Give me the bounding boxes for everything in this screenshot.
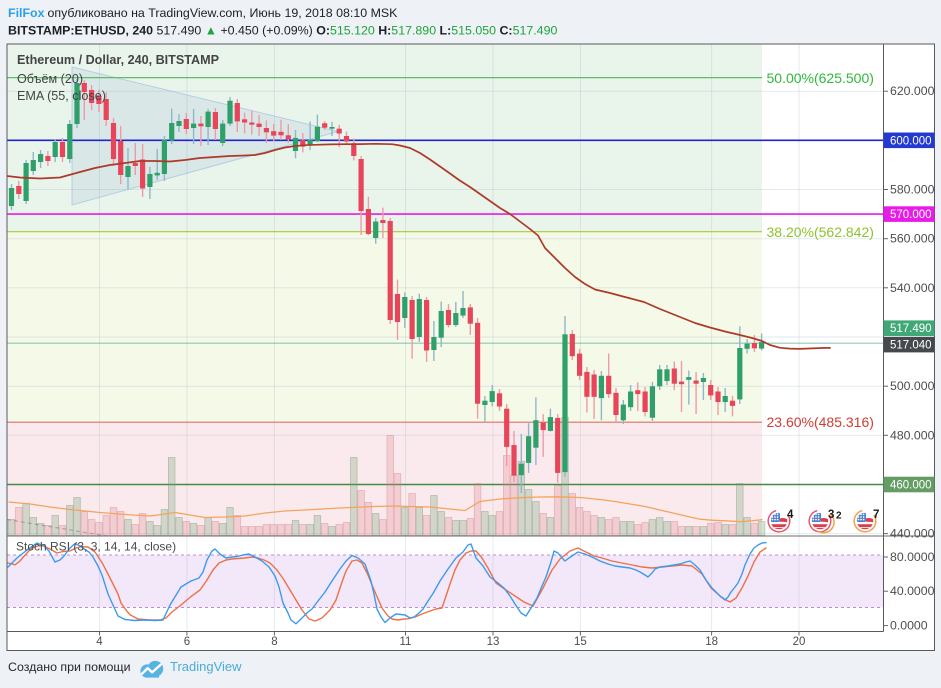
svg-text:20: 20 xyxy=(793,636,806,648)
svg-text:4: 4 xyxy=(96,636,103,648)
svg-text:600.000: 600.000 xyxy=(890,135,932,147)
svg-text:FilFox: FilFox xyxy=(8,6,45,20)
svg-text:50.00%(625.500): 50.00%(625.500) xyxy=(767,70,874,86)
svg-text:13: 13 xyxy=(487,636,500,648)
svg-text:480.000: 480.000 xyxy=(890,428,935,442)
svg-text:опубликовано на TradingView.co: опубликовано на TradingView.com, Июнь 19… xyxy=(48,6,399,20)
svg-text:570.000: 570.000 xyxy=(890,209,932,221)
svg-text:500.000: 500.000 xyxy=(890,379,935,393)
svg-text:560.000: 560.000 xyxy=(890,232,935,246)
svg-text:80.0000: 80.0000 xyxy=(890,550,935,564)
svg-text:38.20%(562.842): 38.20%(562.842) xyxy=(767,224,874,240)
svg-text:2: 2 xyxy=(836,511,842,522)
svg-text:0.0000: 0.0000 xyxy=(890,619,928,633)
svg-text:TradingView: TradingView xyxy=(170,659,242,674)
svg-text:3: 3 xyxy=(828,509,834,521)
svg-text:18: 18 xyxy=(705,636,718,648)
svg-text:Создано при помощи: Создано при помощи xyxy=(8,660,131,674)
svg-text:11: 11 xyxy=(400,636,412,648)
svg-text:620.000: 620.000 xyxy=(890,84,935,98)
svg-text:6: 6 xyxy=(184,636,190,648)
svg-text:540.000: 540.000 xyxy=(890,281,935,295)
svg-text:15: 15 xyxy=(574,636,587,648)
svg-text:440.000: 440.000 xyxy=(890,527,935,541)
svg-text:4: 4 xyxy=(787,509,794,521)
svg-text:Объём (20): Объём (20) xyxy=(17,72,83,86)
svg-text:460.000: 460.000 xyxy=(890,480,932,492)
svg-text:8: 8 xyxy=(271,636,277,648)
svg-text:517.040: 517.040 xyxy=(890,340,932,352)
svg-text:BITSTAMP:ETHUSD, 240 517.490 ▲: BITSTAMP:ETHUSD, 240 517.490 ▲ +0.450 (+… xyxy=(8,24,557,38)
svg-text:517.490: 517.490 xyxy=(890,323,932,335)
svg-text:580.000: 580.000 xyxy=(890,183,935,197)
svg-text:EMA (55, close): EMA (55, close) xyxy=(17,89,106,103)
svg-text:23.60%(485.316): 23.60%(485.316) xyxy=(767,414,874,430)
svg-text:40.0000: 40.0000 xyxy=(890,584,935,598)
svg-text:7: 7 xyxy=(873,509,879,521)
svg-text:Ethereum / Dollar, 240, BITSTA: Ethereum / Dollar, 240, BITSTAMP xyxy=(17,53,219,67)
svg-text:Stoch RSI (3, 3, 14, 14, close: Stoch RSI (3, 3, 14, 14, close) xyxy=(16,540,176,554)
